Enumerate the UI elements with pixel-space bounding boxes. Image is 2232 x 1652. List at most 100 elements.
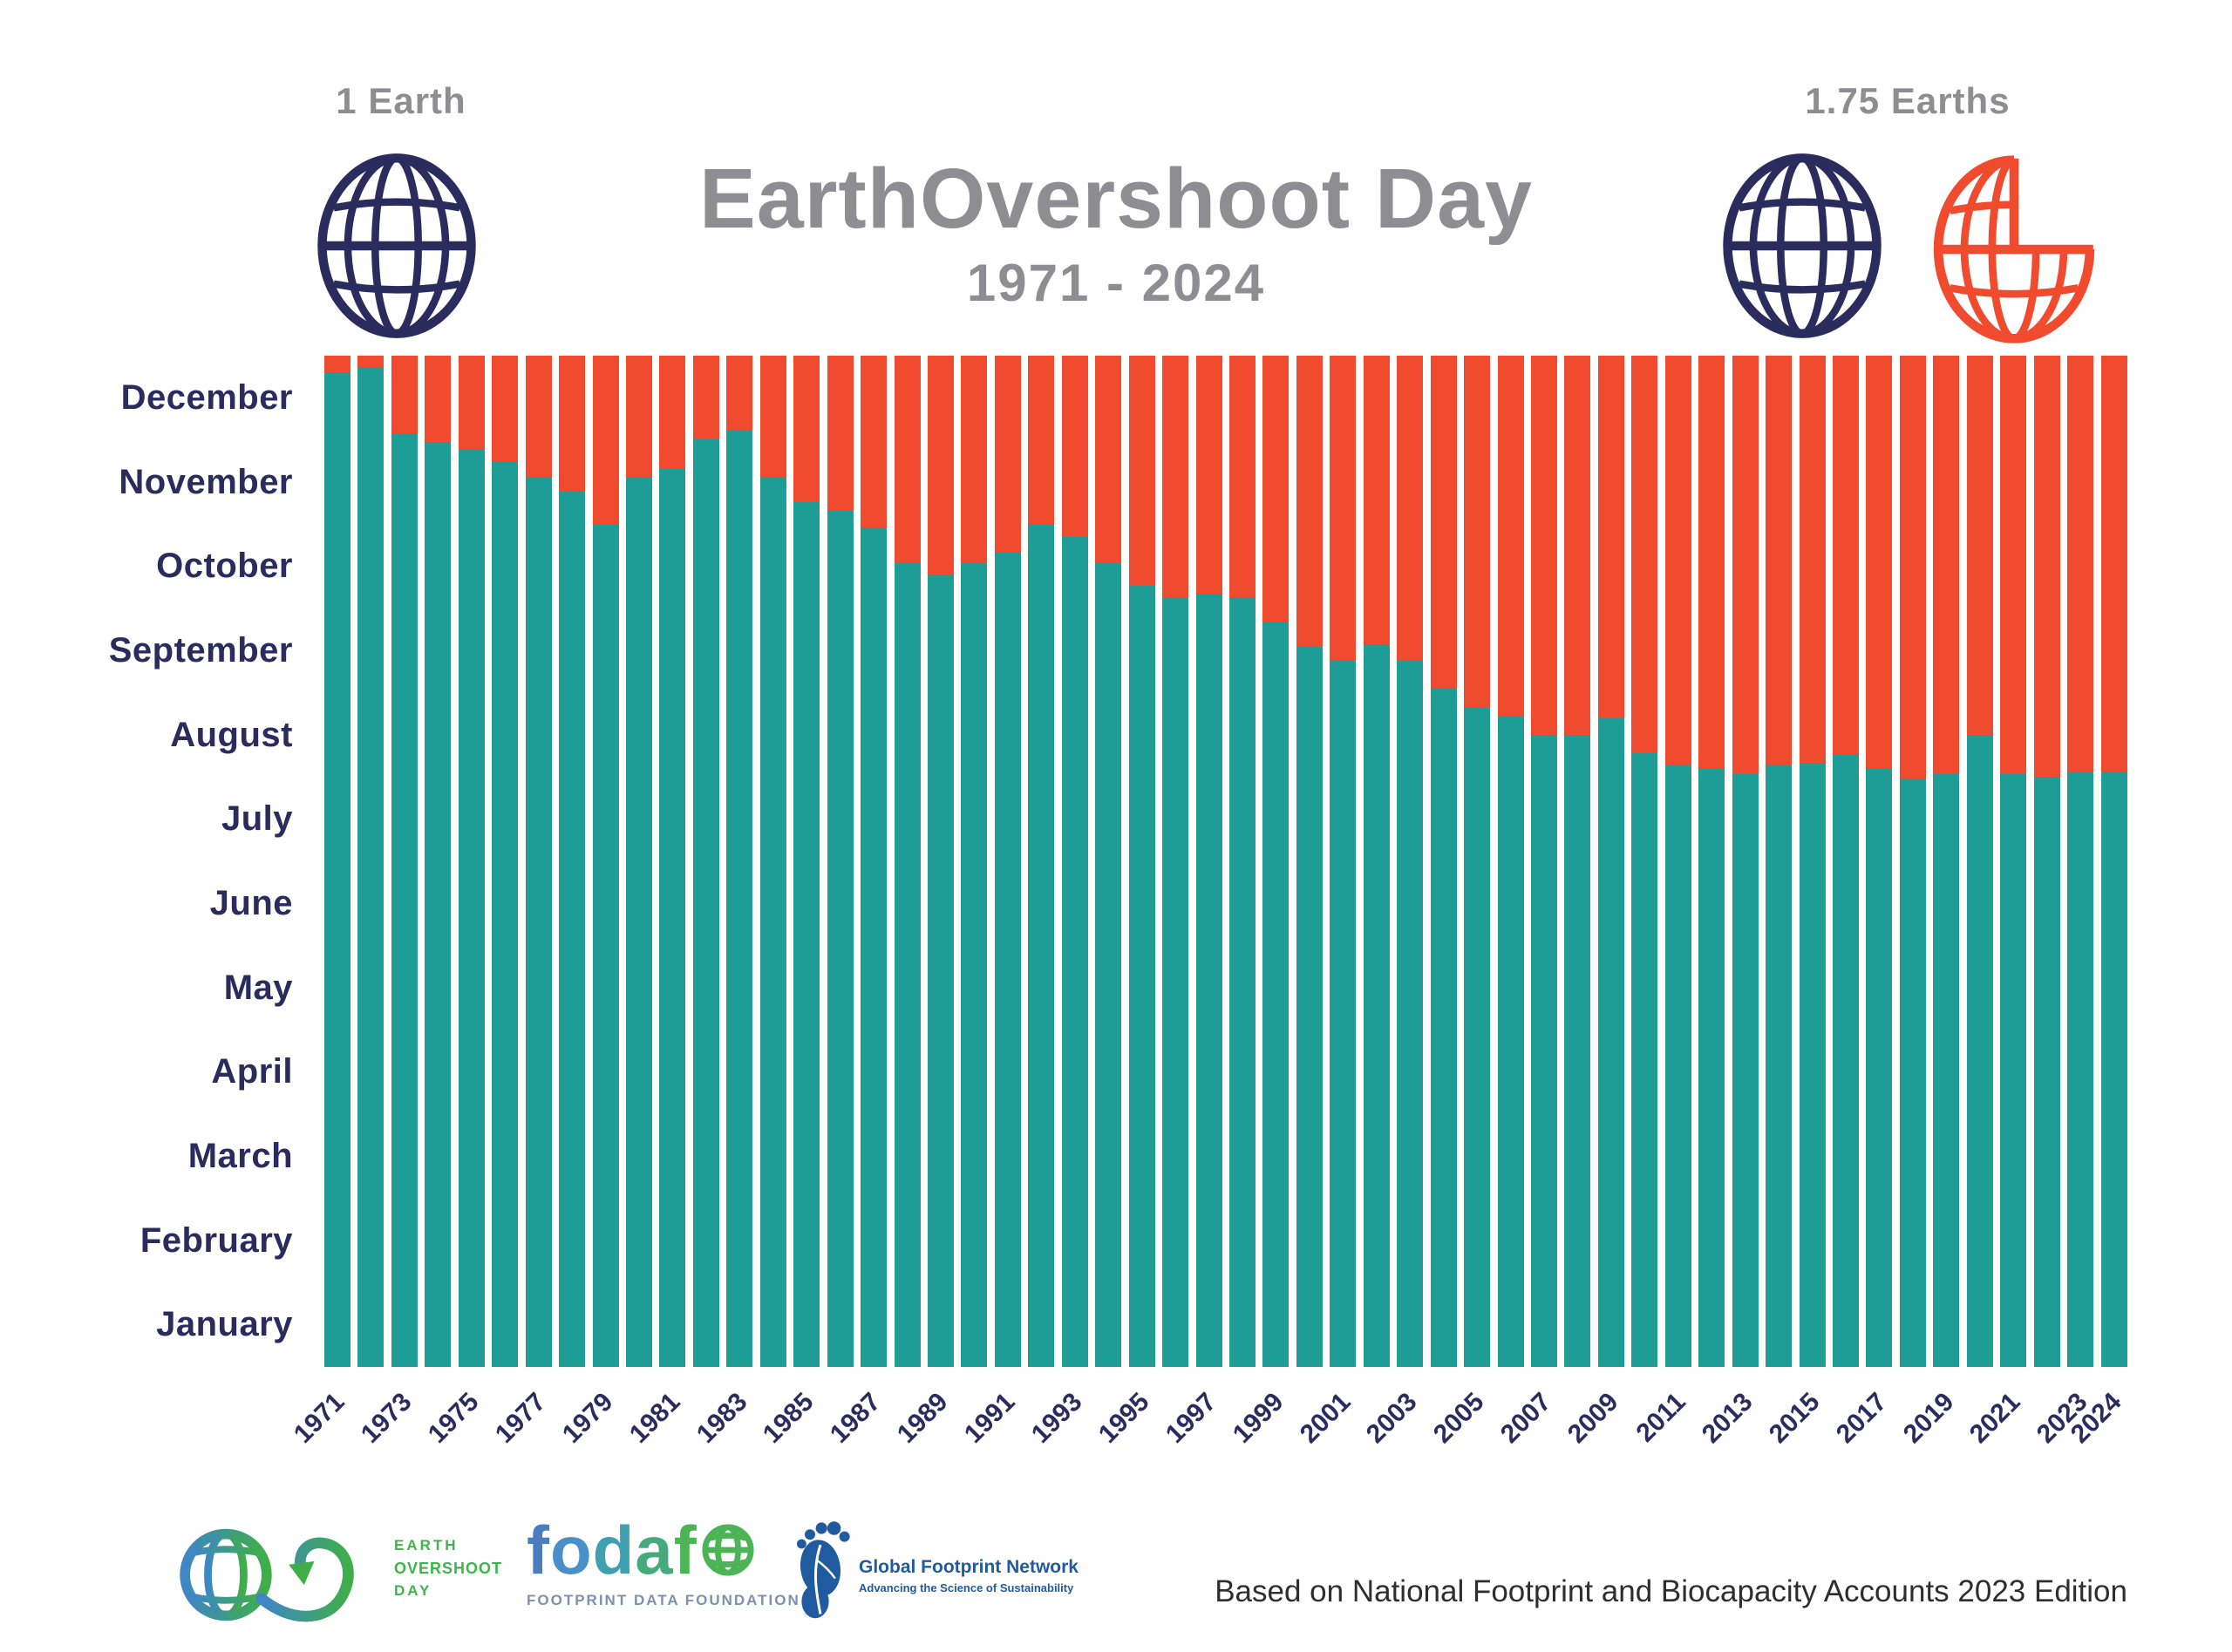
bar-2005 xyxy=(1464,356,1491,1367)
bar-2001 xyxy=(1330,356,1357,1367)
bar-2010 xyxy=(1631,356,1658,1367)
y-axis-label-august: August xyxy=(170,715,293,754)
gfn-logo-name: Global Footprint Network xyxy=(859,1557,1079,1577)
bar-used-segment-2011 xyxy=(1664,765,1691,1367)
full-earth-globe-icon xyxy=(1723,153,1882,338)
fodafo-letter-f: f xyxy=(527,1512,550,1588)
y-axis-label-september: September xyxy=(108,630,293,670)
fodafo-wordmark: fodaf xyxy=(527,1515,840,1585)
bar-used-segment-1998 xyxy=(1229,596,1256,1367)
x-axis-label-1999: 1999 xyxy=(1227,1387,1290,1449)
y-axis-label-october: October xyxy=(156,547,293,586)
bar-1976 xyxy=(492,356,519,1367)
bar-used-segment-2000 xyxy=(1296,646,1323,1367)
bar-2018 xyxy=(1899,356,1926,1367)
bar-1977 xyxy=(525,356,552,1367)
bar-2024 xyxy=(2100,356,2127,1367)
bar-used-segment-1974 xyxy=(425,441,452,1367)
bar-used-segment-2023 xyxy=(2067,771,2094,1367)
bar-1985 xyxy=(793,356,820,1367)
x-axis-label-1971: 1971 xyxy=(289,1387,350,1449)
bar-2007 xyxy=(1531,356,1557,1367)
fodafo-letter-o: o xyxy=(549,1512,593,1588)
bar-used-segment-2001 xyxy=(1330,660,1357,1367)
bar-used-segment-2012 xyxy=(1698,768,1725,1367)
bar-1987 xyxy=(861,356,888,1367)
x-axis-label-1995: 1995 xyxy=(1092,1387,1155,1449)
bar-1971 xyxy=(324,356,350,1367)
bar-used-segment-2022 xyxy=(2033,777,2060,1367)
bar-used-segment-1971 xyxy=(324,372,350,1367)
bar-1999 xyxy=(1262,356,1290,1367)
bar-2014 xyxy=(1766,356,1793,1367)
page-title: EarthOvershoot Day xyxy=(699,151,1533,246)
fodafo-logo: fodaf FOOTPRINT DATA FOUNDATION xyxy=(527,1515,840,1609)
x-axis-label-1991: 1991 xyxy=(959,1387,1021,1449)
bar-used-segment-2004 xyxy=(1430,688,1457,1367)
bar-used-segment-1978 xyxy=(559,491,586,1367)
bar-2023 xyxy=(2067,356,2094,1367)
bar-1982 xyxy=(692,356,719,1367)
x-axis-label-2021: 2021 xyxy=(1964,1387,2026,1449)
bar-1991 xyxy=(994,356,1021,1367)
x-axis-label-2005: 2005 xyxy=(1428,1387,1490,1449)
bar-used-segment-2020 xyxy=(1966,735,1993,1367)
bar-chart-plot-area xyxy=(324,356,2134,1367)
bar-used-segment-2005 xyxy=(1464,707,1491,1367)
bar-used-segment-1989 xyxy=(928,574,954,1367)
bar-1972 xyxy=(357,356,384,1367)
bar-used-segment-2009 xyxy=(1597,718,1624,1367)
bar-2020 xyxy=(1966,356,1993,1367)
x-axis-label-2011: 2011 xyxy=(1630,1387,1691,1448)
bar-used-segment-2015 xyxy=(1799,763,1826,1367)
bar-1981 xyxy=(659,356,686,1367)
y-axis-label-december: December xyxy=(120,377,293,417)
bar-2022 xyxy=(2033,356,2060,1367)
bar-used-segment-1977 xyxy=(525,477,552,1367)
bar-1980 xyxy=(626,356,652,1367)
y-axis-label-may: May xyxy=(223,968,293,1007)
x-axis-label-2017: 2017 xyxy=(1830,1387,1893,1449)
x-axis-label-1979: 1979 xyxy=(556,1387,619,1449)
bar-used-segment-2013 xyxy=(1732,773,1759,1367)
y-axis-label-february: February xyxy=(140,1220,293,1260)
data-source-note: Based on National Footprint and Biocapac… xyxy=(1215,1574,2127,1608)
y-axis-label-april: April xyxy=(211,1052,293,1091)
bar-2008 xyxy=(1564,356,1591,1367)
bar-used-segment-1992 xyxy=(1028,524,1055,1367)
bar-1995 xyxy=(1128,356,1155,1367)
bar-1978 xyxy=(559,356,586,1367)
bar-1984 xyxy=(759,356,786,1367)
bar-2013 xyxy=(1732,356,1759,1367)
bar-used-segment-1999 xyxy=(1262,622,1290,1367)
bar-used-segment-1996 xyxy=(1162,596,1189,1367)
bar-2019 xyxy=(1933,356,1960,1367)
bar-2009 xyxy=(1597,356,1624,1367)
bar-1997 xyxy=(1195,356,1222,1367)
bar-used-segment-1990 xyxy=(961,563,988,1367)
bar-used-segment-2019 xyxy=(1933,773,1960,1367)
x-axis-label-1975: 1975 xyxy=(422,1387,485,1449)
bar-used-segment-2006 xyxy=(1497,716,1524,1367)
bar-used-segment-2017 xyxy=(1866,768,1893,1367)
bar-used-segment-1983 xyxy=(726,430,753,1367)
bar-used-segment-2002 xyxy=(1363,643,1390,1367)
bar-used-segment-1980 xyxy=(626,477,652,1367)
x-axis-label-2015: 2015 xyxy=(1763,1387,1826,1449)
global-footprint-network-foot-icon xyxy=(797,1521,850,1619)
y-axis-label-november: November xyxy=(119,462,293,501)
fodafo-letter-d: d xyxy=(592,1512,636,1588)
bar-1983 xyxy=(726,356,753,1367)
eod-logo-line2: OVERSHOOT xyxy=(394,1560,503,1577)
bar-used-segment-2010 xyxy=(1631,751,1658,1367)
gfn-logo-tagline: Advancing the Science of Sustainability xyxy=(859,1581,1074,1594)
bar-2021 xyxy=(2000,356,2027,1367)
bar-used-segment-2007 xyxy=(1531,735,1557,1367)
bar-used-segment-1979 xyxy=(592,524,619,1367)
bar-used-segment-1976 xyxy=(492,460,519,1367)
bar-2017 xyxy=(1866,356,1893,1367)
bar-used-segment-1991 xyxy=(994,552,1021,1367)
x-axis-label-2009: 2009 xyxy=(1562,1387,1624,1449)
x-axis-label-1981: 1981 xyxy=(623,1387,686,1449)
bar-1989 xyxy=(928,356,954,1367)
